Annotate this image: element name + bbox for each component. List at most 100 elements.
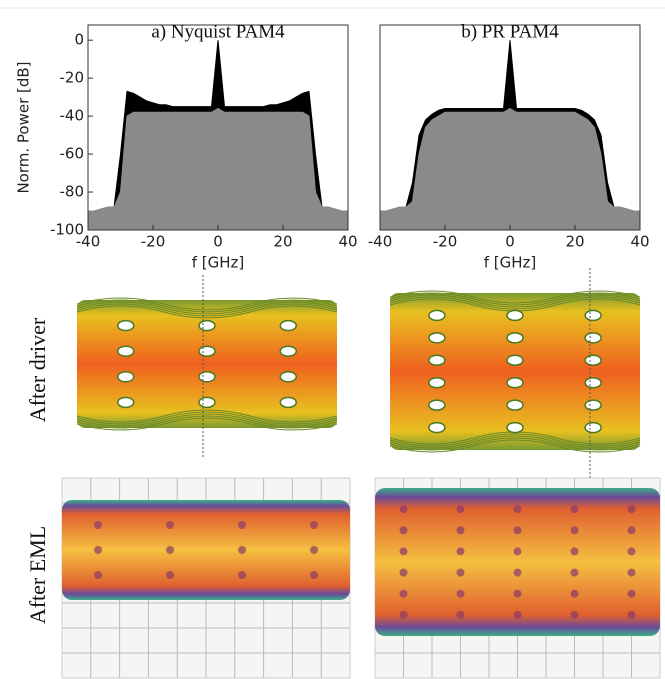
x-tick-label: 20 — [273, 233, 292, 251]
eye-dot — [570, 505, 579, 514]
eye-dot — [166, 521, 174, 529]
x-axis-label: f [GHz] — [484, 254, 537, 272]
eye-dot — [570, 547, 579, 556]
y-tick-label: -100 — [50, 221, 84, 239]
eye-opening — [584, 332, 602, 344]
eye-opening — [117, 371, 135, 383]
eye-trace — [389, 294, 641, 449]
eye-dot — [238, 571, 246, 579]
eye-dot — [627, 589, 636, 598]
x-tick-label: -40 — [76, 233, 101, 251]
eye-opening — [117, 345, 135, 357]
eye-opening — [428, 354, 446, 367]
eye-opening — [584, 399, 602, 411]
eye-dot — [627, 547, 636, 556]
row-label: After driver — [25, 317, 50, 422]
eye-opening — [506, 376, 524, 389]
eye-dot — [399, 568, 408, 577]
x-tick-label: 20 — [565, 233, 584, 251]
eye-dot — [513, 568, 522, 577]
eye-dot — [627, 505, 636, 514]
eye-dot — [513, 589, 522, 598]
eye-opening — [198, 319, 216, 332]
eye-opening — [584, 421, 602, 434]
eye-opening — [279, 345, 297, 357]
eye-dot — [570, 568, 579, 577]
eye-dot — [570, 610, 579, 619]
spectrum-area — [87, 107, 349, 231]
eye-trace — [76, 297, 338, 431]
spectrum-area — [379, 107, 641, 231]
eye-opening — [506, 399, 524, 411]
x-tick-label: 0 — [213, 233, 223, 251]
eye-opening — [506, 421, 524, 434]
chart-title: b) PR PAM4 — [461, 21, 559, 42]
eye-dot — [513, 610, 522, 619]
chart-title: a) Nyquist PAM4 — [151, 21, 285, 42]
y-tick-label: 0 — [74, 31, 84, 49]
eye-dot — [456, 547, 465, 556]
eye-dot — [456, 568, 465, 577]
y-tick-label: -80 — [60, 183, 85, 201]
eye-dot — [627, 526, 636, 535]
eye-opening — [584, 376, 602, 389]
eye-trace — [389, 296, 641, 447]
eye-dot — [238, 521, 246, 529]
eye-dot — [399, 505, 408, 514]
eye-dot — [310, 546, 318, 554]
x-tick-label: -20 — [141, 233, 166, 251]
eye-opening — [506, 332, 524, 344]
eye-trace — [76, 303, 338, 425]
eye-dot — [456, 610, 465, 619]
eye-dot — [310, 571, 318, 579]
eye-dot — [513, 547, 522, 556]
x-tick-label: 40 — [338, 233, 357, 251]
eye-opening — [279, 396, 297, 409]
y-tick-label: -20 — [60, 69, 85, 87]
eye-opening — [428, 399, 446, 411]
eye-diagrams — [61, 268, 661, 679]
eye-opening — [117, 319, 135, 332]
eye-opening — [506, 354, 524, 367]
x-tick-label: 40 — [630, 233, 649, 251]
eye-dot — [456, 526, 465, 535]
eye-dot — [570, 589, 579, 598]
eye-dot — [166, 546, 174, 554]
eye-dot — [399, 547, 408, 556]
x-tick-label: 0 — [505, 233, 515, 251]
eye-dot — [399, 589, 408, 598]
eye-opening — [584, 354, 602, 367]
eye-dot — [627, 568, 636, 577]
eye-opening — [428, 376, 446, 389]
eye-opening — [117, 396, 135, 409]
eye-dot — [513, 505, 522, 514]
eye-trace — [76, 305, 338, 423]
eye-opening — [279, 319, 297, 332]
eye-body — [375, 488, 660, 636]
eye-trace — [389, 292, 641, 451]
eye-opening — [198, 396, 216, 409]
eye-dot — [166, 571, 174, 579]
eye-opening — [428, 309, 446, 322]
x-tick-label: -40 — [368, 233, 393, 251]
eye-dot — [310, 521, 318, 529]
row-label: After EML — [25, 526, 50, 624]
eye-body — [62, 500, 350, 600]
eye-opening — [279, 371, 297, 383]
eye-opening — [198, 371, 216, 383]
eye-opening — [584, 309, 602, 322]
eye-dot — [456, 505, 465, 514]
eye-dot — [399, 610, 408, 619]
eye-dot — [399, 526, 408, 535]
y-tick-label: -60 — [60, 145, 85, 163]
eye-dot — [94, 546, 102, 554]
y-tick-label: -40 — [60, 107, 85, 125]
eye-opening — [506, 309, 524, 322]
eye-dot — [513, 526, 522, 535]
eye-trace — [389, 290, 641, 453]
eye-dot — [456, 589, 465, 598]
eye-dot — [94, 521, 102, 529]
eye-opening — [428, 421, 446, 434]
eye-dot — [627, 610, 636, 619]
